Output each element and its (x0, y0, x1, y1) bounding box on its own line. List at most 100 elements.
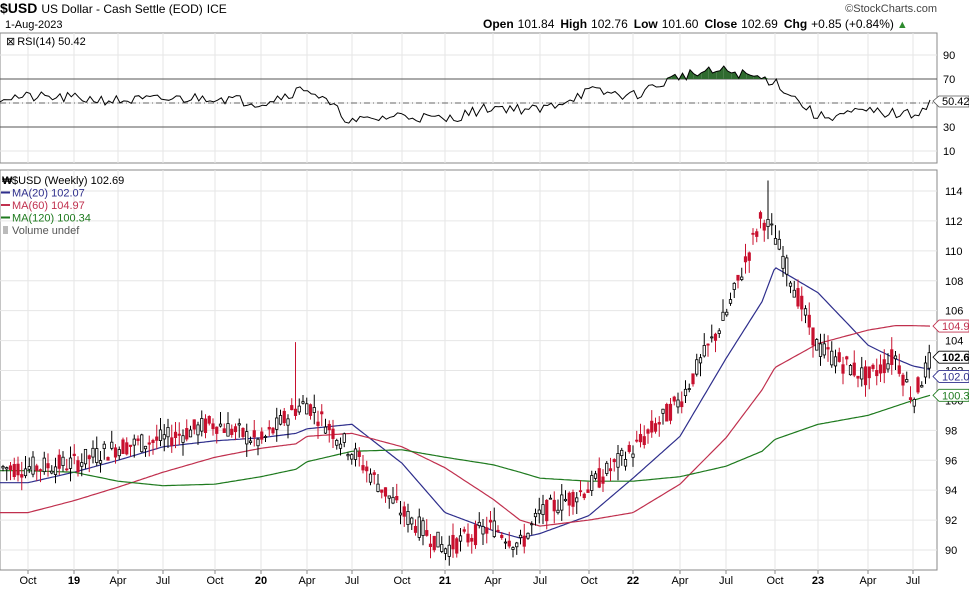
candle (537, 497, 541, 524)
candle-body (372, 472, 376, 475)
quote-value-low: 101.60 (662, 17, 699, 31)
candle (530, 521, 534, 535)
candle-body (477, 521, 481, 527)
candle (98, 451, 103, 473)
rsi-label-marker: ⊠ (6, 36, 15, 48)
quote-value-chg: +0.85 (+0.84%) (811, 17, 894, 31)
rsi-overbought-area (697, 72, 702, 79)
candle-body (878, 364, 883, 374)
candle-body (230, 428, 234, 435)
quote-value-high: 102.76 (591, 17, 628, 31)
candle (27, 457, 31, 474)
candle-body (226, 423, 230, 437)
price-tag: 104.9 (932, 319, 969, 333)
quote-text: Open 101.84 High 102.76 Low 101.60 Close 102.69… (483, 17, 908, 31)
candle (466, 523, 470, 547)
candle-body (485, 527, 489, 534)
candle (706, 343, 710, 357)
candle-body (50, 470, 54, 474)
x-tick-label: Jul (533, 575, 547, 587)
candle-body (631, 453, 635, 458)
candle (323, 418, 328, 435)
candle-body (781, 255, 785, 269)
candle (83, 448, 88, 469)
candle-body (16, 463, 20, 476)
price-y-axis: 1141121101081061041021009896949290 (945, 186, 963, 557)
candle-body (713, 333, 718, 341)
candle-body (391, 496, 395, 504)
candle-body (800, 295, 804, 310)
candle (593, 470, 598, 481)
candle (286, 414, 290, 439)
candle (346, 452, 350, 461)
candle (185, 419, 189, 442)
candle (226, 412, 230, 437)
candle-body (98, 460, 103, 464)
candle (136, 435, 140, 446)
candle-body (590, 475, 594, 491)
candle-body (410, 517, 414, 525)
x-tick-label: 22 (627, 575, 639, 587)
candle (117, 446, 121, 460)
candle-body (672, 396, 676, 402)
candle-body (661, 408, 665, 414)
candle (402, 501, 406, 527)
candle (927, 344, 931, 379)
candle-body (308, 404, 313, 416)
candle (425, 519, 429, 537)
candle-body (8, 465, 13, 470)
candle (653, 417, 658, 434)
candle (747, 251, 751, 273)
candle-body (803, 308, 808, 316)
candle-body (237, 423, 241, 426)
x-axis: Oct 19 Apr Jul Oct 20 Apr Jul Oct 21 Apr Jul Oct 22 Ap… (19, 570, 920, 587)
candle-body (893, 355, 898, 360)
candle (338, 437, 343, 456)
candle (380, 489, 384, 499)
candle (623, 451, 628, 471)
candle (196, 421, 200, 445)
candle (620, 447, 624, 466)
candle-body (702, 345, 706, 357)
rsi-overbought-area (701, 71, 705, 79)
candle-body (293, 408, 298, 416)
x-tick-label: Jul (719, 575, 733, 587)
candle-body (335, 439, 339, 446)
candle-body (316, 421, 320, 426)
price-tick-label: 112 (945, 216, 963, 228)
candle (560, 484, 564, 521)
candle (668, 397, 673, 425)
candle-body (500, 534, 504, 538)
candle-body (646, 429, 650, 434)
candle-body (518, 534, 523, 539)
quote-label-close: Close (704, 17, 737, 31)
candle (586, 481, 590, 493)
candle (822, 333, 826, 359)
candle (548, 494, 553, 500)
quote-label-high: High (560, 17, 587, 31)
x-tick-label: 23 (812, 575, 824, 587)
candle (826, 335, 830, 362)
candle (541, 494, 545, 525)
legend-item: ₩ $USD (Weekly) 102.69 (2, 175, 124, 187)
candle-body (121, 439, 125, 454)
candle (95, 436, 99, 467)
candle (766, 180, 770, 240)
candle-body (717, 330, 721, 334)
candle-body (533, 512, 538, 518)
candle (398, 500, 403, 525)
candle-body (256, 438, 260, 447)
x-tick-label: Oct (580, 575, 597, 587)
candle-body (826, 347, 830, 350)
candle (387, 495, 391, 509)
candle (800, 286, 804, 322)
candle (230, 424, 234, 438)
candle-body (147, 442, 151, 445)
candle-body (668, 403, 673, 421)
candle-body (620, 449, 624, 457)
candle (728, 292, 733, 306)
candle-body (42, 457, 46, 473)
candle-body (215, 426, 219, 434)
candle (20, 461, 24, 491)
candle-body (758, 212, 763, 219)
